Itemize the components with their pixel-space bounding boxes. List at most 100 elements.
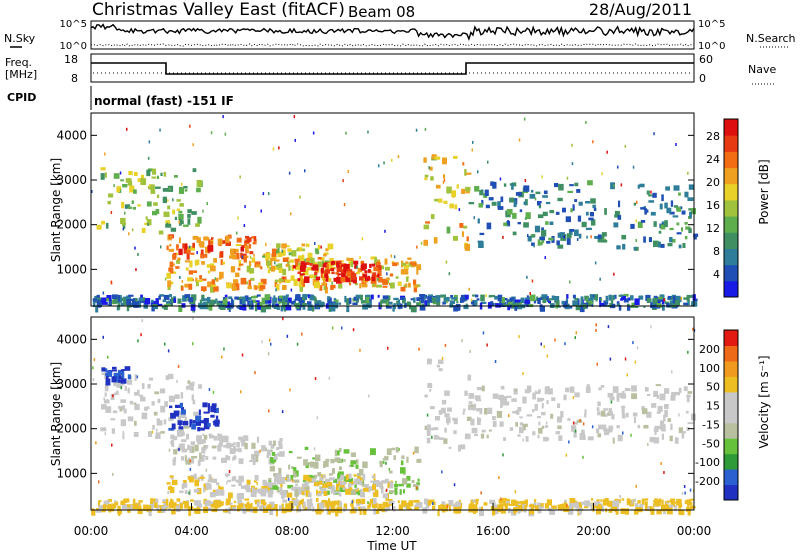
heatmap-cell	[539, 241, 543, 246]
heatmap-cell	[188, 476, 194, 483]
heatmap-cell	[137, 178, 142, 183]
heatmap-cell	[285, 305, 292, 311]
heatmap-cell	[616, 301, 620, 305]
heatmap-cell	[541, 227, 544, 231]
heatmap-speckle	[168, 448, 171, 452]
heatmap-cell	[178, 210, 183, 214]
heatmap-cell	[346, 271, 352, 277]
heatmap-cell	[274, 279, 279, 283]
heatmap-cell	[602, 303, 607, 307]
heatmap-cell	[185, 267, 189, 271]
heatmap-speckle	[566, 504, 568, 508]
heatmap-cell	[386, 506, 391, 510]
heatmap-cell	[127, 374, 132, 380]
heatmap-cell	[568, 509, 574, 515]
heatmap-cell	[432, 505, 436, 511]
heatmap-speckle	[687, 350, 689, 354]
heatmap-cell	[271, 265, 275, 272]
heatmap-cell	[517, 434, 521, 437]
heatmap-speckle	[208, 388, 211, 392]
heatmap-speckle	[397, 155, 400, 159]
heatmap-cell	[163, 419, 167, 425]
heatmap-speckle	[205, 468, 208, 472]
heatmap-cell	[210, 240, 214, 244]
heatmap-cell	[403, 472, 406, 475]
heatmap-cell	[313, 482, 320, 486]
heatmap-cell	[113, 372, 120, 377]
heatmap-cell	[538, 297, 544, 300]
heatmap-cell	[633, 498, 636, 502]
freq-left-label: Freq.	[5, 56, 32, 69]
heatmap-cell	[567, 418, 571, 421]
heatmap-cell	[503, 183, 507, 187]
heatmap-cell	[364, 484, 369, 490]
heatmap-cell	[532, 409, 535, 413]
heatmap-cell	[124, 366, 131, 371]
heatmap-cell	[183, 224, 189, 227]
heatmap-cell	[516, 305, 523, 310]
heatmap-cell	[403, 264, 409, 269]
heatmap-speckle	[585, 120, 587, 124]
heatmap-speckle	[486, 343, 488, 347]
heatmap-speckle	[222, 115, 224, 119]
heatmap-cell	[298, 488, 304, 495]
heatmap-cell	[200, 286, 207, 291]
heatmap-cell	[537, 214, 544, 219]
heatmap-cell	[426, 429, 431, 436]
heatmap-cell	[310, 498, 313, 504]
heatmap-cell	[637, 221, 643, 228]
heatmap-cell	[181, 439, 187, 443]
heatmap-cell	[650, 508, 655, 515]
heatmap-cell	[272, 504, 278, 511]
heatmap-cell	[104, 172, 107, 178]
heatmap-cell	[117, 505, 121, 512]
heatmap-cell	[581, 221, 587, 228]
heatmap-cell	[362, 461, 368, 469]
heatmap-cell	[179, 426, 184, 430]
heatmap-cell	[276, 243, 281, 248]
heatmap-cell	[172, 436, 178, 441]
heatmap-cell	[403, 489, 406, 494]
heatmap-cell	[329, 477, 335, 481]
heatmap-cell	[652, 503, 655, 508]
heatmap-cell	[370, 256, 377, 260]
heatmap-cell	[98, 500, 102, 503]
heatmap-cell	[118, 510, 121, 516]
heatmap-cell	[169, 235, 173, 238]
heatmap-cell	[121, 504, 127, 510]
heatmap-cell	[551, 505, 557, 509]
heatmap-cell	[542, 211, 548, 217]
heatmap-cell	[207, 281, 213, 288]
colorbar-tick-label: 12	[706, 222, 720, 235]
heatmap-cell	[584, 413, 587, 418]
heatmap-cell	[172, 254, 176, 260]
heatmap-cell	[350, 502, 354, 507]
heatmap-cell	[687, 422, 694, 425]
heatmap-cell	[584, 505, 589, 509]
heatmap-cell	[227, 479, 231, 483]
heatmap-cell	[175, 410, 179, 417]
heatmap-cell	[630, 295, 634, 301]
heatmap-speckle	[221, 355, 223, 359]
heatmap-speckle	[113, 184, 115, 188]
heatmap-cell	[249, 459, 253, 462]
heatmap-cell	[104, 368, 108, 372]
heatmap-cell	[560, 411, 564, 418]
heatmap-cell	[667, 418, 672, 422]
colorbar-segment	[724, 330, 738, 346]
heatmap-cell	[380, 299, 387, 304]
heatmap-speckle	[683, 485, 686, 488]
heatmap-cell	[670, 423, 673, 431]
heatmap-cell	[608, 425, 614, 431]
heatmap-cell	[611, 506, 615, 511]
heatmap-cell	[406, 301, 411, 307]
heatmap-speckle	[95, 441, 97, 445]
heatmap-cell	[537, 507, 542, 514]
heatmap-cell	[249, 301, 252, 305]
heatmap-cell	[152, 303, 158, 307]
freq-panel-frame	[90, 53, 695, 83]
heatmap-cell	[686, 507, 691, 512]
heatmap-cell	[172, 209, 175, 215]
heatmap-cell	[219, 486, 224, 490]
heatmap-cell	[203, 487, 206, 493]
